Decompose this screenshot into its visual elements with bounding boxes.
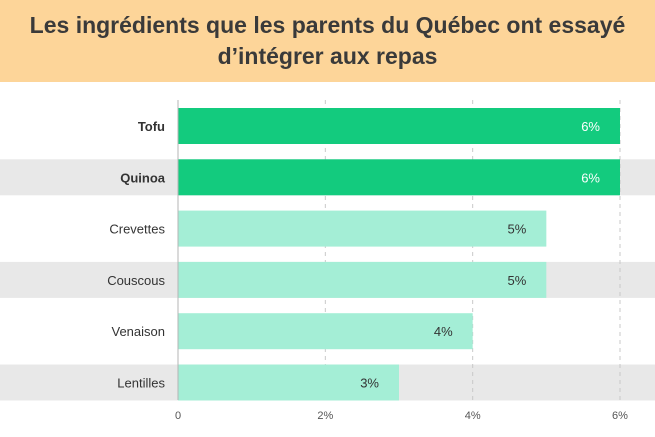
chart-header	[0, 0, 655, 82]
value-label: 5%	[508, 273, 527, 288]
bar-venaison	[178, 313, 473, 350]
value-label: 6%	[581, 119, 600, 134]
x-tick-label: 4%	[465, 410, 481, 422]
category-label: Couscous	[107, 273, 165, 288]
category-label: Quinoa	[120, 170, 166, 185]
x-tick-label: 2%	[317, 410, 333, 422]
bar-lentilles	[178, 364, 399, 401]
category-label: Tofu	[138, 119, 165, 134]
chart-title-line-1: Les ingrédients que les parents du Québe…	[29, 12, 626, 38]
category-label: Lentilles	[117, 376, 165, 391]
bar-chart: Tofu 6% Quinoa 6% Crevettes 5% Couscous 5% Venai…	[0, 100, 655, 422]
bar-quinoa	[178, 159, 620, 196]
chart-title-line-2: d’intégrer aux repas	[217, 43, 438, 69]
value-label: 3%	[360, 376, 379, 391]
category-label: Crevettes	[109, 222, 165, 237]
value-label: 6%	[581, 170, 600, 185]
bar-couscous	[178, 261, 547, 298]
x-tick-label: 6%	[612, 410, 628, 422]
bar-tofu	[178, 108, 620, 144]
value-label: 4%	[434, 324, 453, 339]
bar-crevettes	[178, 210, 547, 247]
x-tick-label: 0	[175, 410, 181, 422]
chart-title: Les ingrédients que les parents du Québe…	[0, 10, 655, 72]
value-label: 5%	[508, 222, 527, 237]
category-label: Venaison	[112, 324, 166, 339]
